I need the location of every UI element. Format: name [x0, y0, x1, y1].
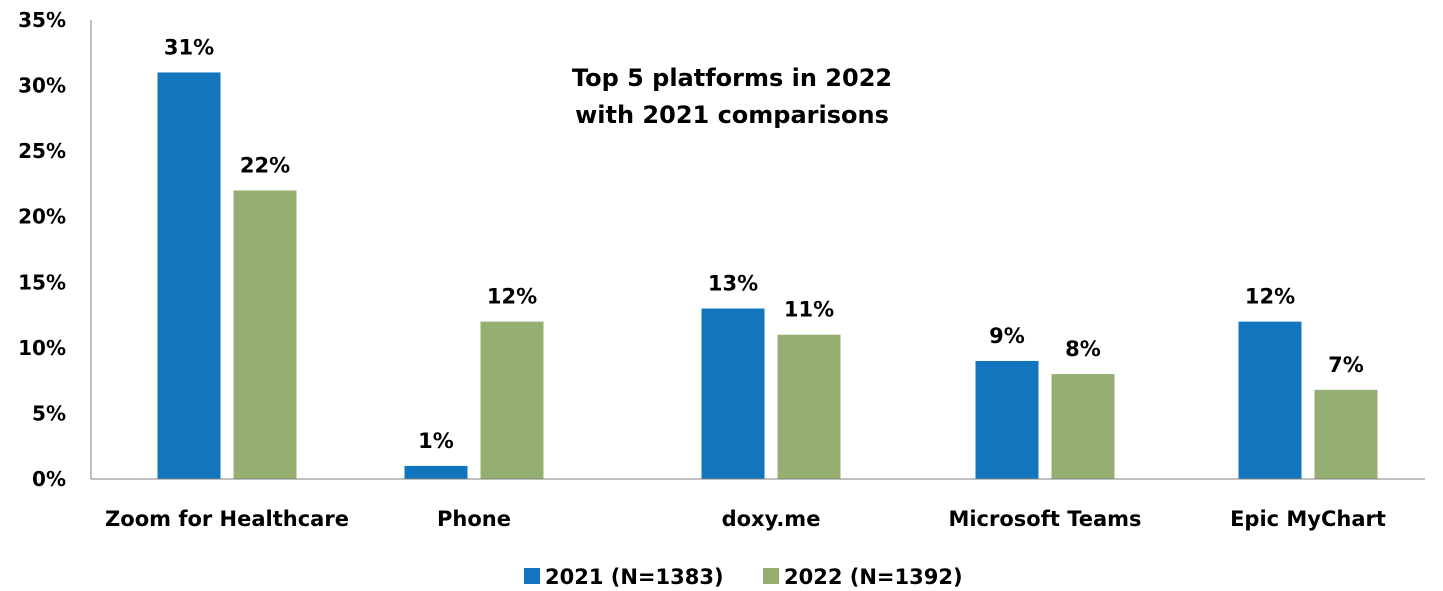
- data-label: 13%: [708, 272, 758, 296]
- data-label: 12%: [487, 285, 537, 309]
- data-label: 7%: [1328, 353, 1364, 377]
- data-label: 11%: [784, 298, 834, 322]
- bar-2022: [1051, 374, 1115, 479]
- legend: 2021 (N=1383) 2022 (N=1392): [524, 565, 963, 589]
- x-tick-label: Phone: [437, 507, 511, 531]
- y-tick-label: 10%: [18, 336, 66, 360]
- bars: [157, 72, 1378, 479]
- data-label: 8%: [1065, 337, 1101, 361]
- y-axis: 0% 5% 10% 15% 20% 25% 30% 35%: [18, 8, 92, 491]
- legend-item: 2022 (N=1392): [763, 565, 963, 589]
- legend-label: 2021 (N=1383): [545, 565, 724, 589]
- data-label: 9%: [989, 324, 1025, 348]
- bar-2022: [1314, 389, 1378, 479]
- y-tick-label: 30%: [18, 74, 66, 98]
- x-tick-label: Microsoft Teams: [948, 507, 1141, 531]
- x-tick-label: doxy.me: [722, 507, 821, 531]
- chart-title-line: Top 5 platforms in 2022: [572, 64, 892, 92]
- y-tick-label: 35%: [18, 8, 66, 32]
- y-tick-label: 20%: [18, 205, 66, 229]
- data-label: 1%: [418, 429, 454, 453]
- data-label: 22%: [240, 153, 290, 177]
- bar-2021: [404, 465, 468, 479]
- bar-2021: [975, 360, 1039, 479]
- y-tick-label: 25%: [18, 139, 66, 163]
- data-labels: 31% 1% 13% 9% 12% 22% 12% 11% 8% 7%: [164, 35, 1364, 452]
- x-tick-label: Zoom for Healthcare: [105, 507, 349, 531]
- y-tick-label: 15%: [18, 270, 66, 294]
- bar-2022: [480, 321, 544, 479]
- bar-2021: [1238, 321, 1302, 479]
- bar-2021: [157, 72, 221, 479]
- bar-2021: [701, 308, 765, 479]
- data-label: 12%: [1245, 285, 1295, 309]
- legend-swatch: [524, 568, 540, 584]
- x-axis: Zoom for Healthcare Phone doxy.me Microsoft…: [91, 478, 1425, 531]
- legend-label: 2022 (N=1392): [784, 565, 963, 589]
- y-tick-label: 0%: [32, 467, 66, 491]
- legend-item: 2021 (N=1383): [524, 565, 724, 589]
- bar-2022: [233, 190, 297, 479]
- y-tick-label: 5%: [32, 401, 66, 425]
- chart-title: Top 5 platforms in 2022 with 2021 compari…: [572, 64, 892, 129]
- legend-swatch: [763, 568, 779, 584]
- data-label: 31%: [164, 35, 214, 59]
- bar-2022: [777, 334, 841, 479]
- x-tick-label: Epic MyChart: [1230, 507, 1386, 531]
- chart-title-line: with 2021 comparisons: [575, 101, 889, 129]
